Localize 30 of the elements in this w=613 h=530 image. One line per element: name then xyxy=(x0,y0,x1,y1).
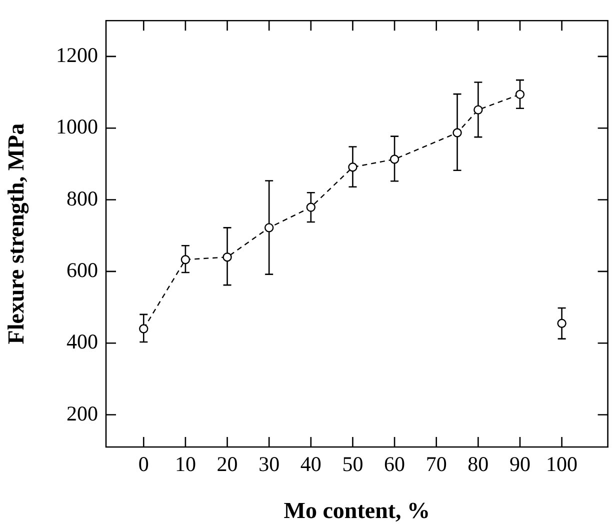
y-tick-label: 1000 xyxy=(56,114,98,139)
point xyxy=(474,105,483,114)
y-tick-label: 1200 xyxy=(56,42,98,67)
x-tick-label: 0 xyxy=(138,452,149,476)
point xyxy=(139,324,148,334)
point xyxy=(452,128,462,138)
x-tick-label: 10 xyxy=(174,452,196,476)
y-tick-label: 400 xyxy=(66,330,98,354)
x-tick-label: 80 xyxy=(468,452,489,476)
x-tick-label: 20 xyxy=(216,452,238,476)
point xyxy=(180,255,190,264)
point xyxy=(515,90,525,100)
point xyxy=(222,252,232,262)
x-axis-title: Mo content, % xyxy=(284,498,430,524)
y-tick-label: 800 xyxy=(66,186,98,210)
x-tick-label: 100 xyxy=(546,452,578,476)
y-axis-title: Flexure strength, MPa xyxy=(4,122,30,344)
point xyxy=(557,318,566,328)
x-tick-label: 90 xyxy=(509,452,530,476)
point xyxy=(306,202,316,212)
x-tick-label: 40 xyxy=(300,452,322,476)
y-tick-label: 200 xyxy=(66,401,98,426)
x-tick-label: 50 xyxy=(342,452,364,476)
x-tick-label: 60 xyxy=(384,452,406,476)
point xyxy=(390,154,400,164)
x-tick-label: 30 xyxy=(258,452,280,476)
x-tick-label: 70 xyxy=(426,452,447,476)
point xyxy=(348,162,358,172)
y-tick-label: 600 xyxy=(66,258,98,282)
point xyxy=(264,223,274,232)
